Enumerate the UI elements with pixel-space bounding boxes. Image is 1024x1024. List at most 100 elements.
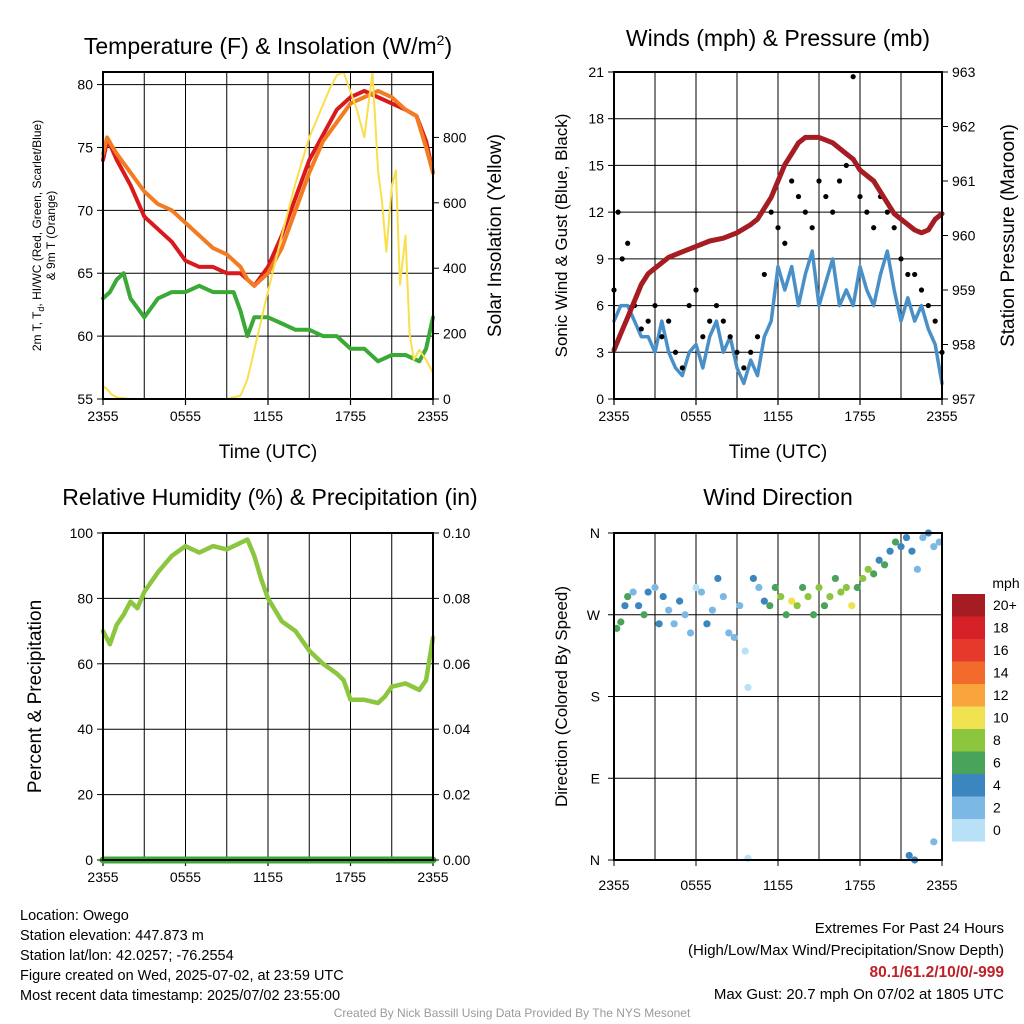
gust-point <box>615 209 621 215</box>
y2-tick-label: 961 <box>952 173 976 189</box>
gust-point <box>659 334 665 340</box>
legend-label: 6 <box>993 755 1001 771</box>
direction-point <box>848 602 856 610</box>
y-tick-label: 80 <box>77 77 93 93</box>
y-axis-label: Percent & Precipitation <box>25 600 46 793</box>
y-tick-label: 65 <box>77 265 93 281</box>
gust-point <box>713 302 720 309</box>
legend-swatch <box>952 706 985 729</box>
direction-point <box>875 556 883 564</box>
station-location: Location: Owego <box>20 908 129 924</box>
legend-swatch <box>952 774 985 797</box>
x-tick-label: 1155 <box>763 877 793 893</box>
y2-tick-label: 957 <box>952 391 976 407</box>
gust-point <box>727 334 733 340</box>
y2-tick-label: 800 <box>443 129 467 145</box>
gust-point <box>912 271 918 278</box>
x-tick-label: 2355 <box>417 869 448 885</box>
gust-point <box>666 318 672 324</box>
y2-axis-label: Station Pressure (Maroon) <box>998 124 1019 347</box>
x-tick-label: 2355 <box>598 877 629 893</box>
direction-point <box>842 583 850 592</box>
direction-point <box>635 602 643 610</box>
legend-label: 8 <box>993 732 1001 748</box>
plot-frame <box>102 532 434 861</box>
legend-swatch <box>952 729 985 752</box>
gust-point <box>898 256 904 262</box>
direction-point <box>831 574 840 583</box>
series-line-relative-humidity <box>100 537 436 706</box>
legend-label: 4 <box>993 777 1001 793</box>
extremes-subtitle: (High/Low/Max Wind/Precipitation/Snow De… <box>688 942 1004 959</box>
direction-point <box>853 583 861 592</box>
direction-point <box>930 543 938 551</box>
direction-point <box>665 606 673 614</box>
y2-tick-label: 959 <box>952 282 976 298</box>
direction-point <box>886 547 894 555</box>
y2-tick-label: 960 <box>952 228 976 244</box>
y-tick-label: 75 <box>77 139 93 155</box>
y-tick-label: S <box>591 689 600 705</box>
legend-label: 18 <box>993 620 1009 636</box>
gust-point <box>619 256 625 262</box>
gust-point <box>768 209 774 215</box>
y-axis-label-line1b: , HI/WC (Red, Green, Scarlet/Blue) <box>30 120 44 307</box>
extremes-title: Extremes For Past 24 Hours <box>814 920 1004 937</box>
direction-point <box>708 606 717 614</box>
direction-point <box>919 533 927 542</box>
y2-tick-label: 0.02 <box>443 787 470 803</box>
plot-frame <box>613 532 943 861</box>
direction-point <box>902 533 911 542</box>
gust-point <box>761 271 767 278</box>
gust-point <box>625 240 631 246</box>
gust-point <box>816 178 822 184</box>
gust-point <box>741 365 747 371</box>
legend-label: 14 <box>993 665 1009 681</box>
x-tick-label: 2355 <box>87 408 118 424</box>
y-tick-label: 40 <box>77 721 93 737</box>
x-tick-label: 1755 <box>844 408 875 424</box>
direction-point <box>730 633 738 642</box>
gust-point <box>850 74 856 80</box>
y2-tick-label: 0.08 <box>443 590 470 606</box>
x-tick-label: 0555 <box>680 408 711 424</box>
y-tick-label: 6 <box>596 298 604 314</box>
gust-point <box>857 193 863 200</box>
max-gust: Max Gust: 20.7 mph On 07/02 at 1805 UTC <box>713 986 1004 1003</box>
direction-point <box>859 574 867 583</box>
legend-swatch <box>952 751 985 774</box>
series-line-9m-t <box>101 88 435 288</box>
series-line-td <box>101 271 435 364</box>
legend-swatch <box>952 616 985 639</box>
chart-title: Winds (mph) & Pressure (mb) <box>626 25 930 51</box>
direction-point <box>837 588 845 596</box>
legend-label: 0 <box>993 822 1001 838</box>
y2-tick-label: 0.10 <box>443 525 470 541</box>
y2-tick-label: 200 <box>443 326 467 342</box>
x-tick-label: 1155 <box>253 408 283 424</box>
y2-tick-label: 0.04 <box>443 721 470 737</box>
y2-tick-label: 0.00 <box>443 852 470 868</box>
x-tick-label: 0555 <box>170 408 201 424</box>
legend-swatch <box>952 684 985 707</box>
y-tick-label: N <box>590 852 600 868</box>
y2-tick-label: 963 <box>952 64 976 80</box>
station-info: Location: Owego Station elevation: 447.8… <box>20 906 344 1006</box>
gust-point <box>891 225 897 231</box>
gust-point <box>871 225 877 231</box>
x-tick-label: 1155 <box>253 869 283 885</box>
y-tick-label: 80 <box>77 590 93 606</box>
legend-label: 16 <box>993 642 1009 658</box>
recent-timestamp: Most recent data timestamp: 2025/07/02 2… <box>20 988 341 1004</box>
series-sonic-wind <box>612 249 944 386</box>
direction-point <box>826 592 834 601</box>
x-tick-label: 2355 <box>87 869 118 885</box>
series-station-pressure <box>611 134 945 353</box>
direction-point <box>760 597 768 605</box>
y-tick-label: 18 <box>588 111 604 127</box>
direction-point <box>644 588 652 596</box>
x-axis-label: Time (UTC) <box>729 442 828 463</box>
gust-point <box>823 193 829 200</box>
x-tick-label: 2355 <box>598 408 629 424</box>
legend-title: mph <box>992 575 1019 591</box>
